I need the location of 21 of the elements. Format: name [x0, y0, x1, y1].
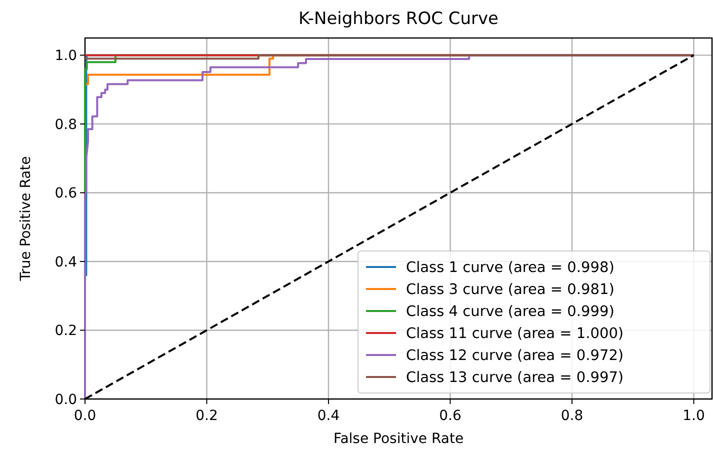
x-tick-label: 0.0 [74, 408, 96, 424]
legend-label: Class 1 curve (area = 0.998) [406, 260, 614, 276]
y-tick-label: 0.6 [54, 186, 78, 202]
y-tick-label: 0.0 [54, 392, 77, 408]
y-tick-label: 0.8 [54, 116, 77, 133]
x-tick-label: 0.4 [317, 408, 340, 424]
y-tick-label: 0.4 [54, 254, 78, 270]
y-tick-label: 1.0 [54, 48, 77, 64]
x-tick-label: 0.8 [560, 408, 584, 424]
legend-label: Class 11 curve (area = 1.000) [406, 326, 624, 342]
y-tick-label: 0.2 [54, 323, 77, 340]
x-tick-label: 1.0 [682, 408, 705, 424]
chart-title: K-Neighbors ROC Curve [298, 9, 499, 29]
legend-label: Class 13 curve (area = 0.997) [406, 370, 624, 386]
x-axis-title: False Positive Rate [333, 431, 464, 447]
legend-label: Class 4 curve (area = 0.999) [406, 304, 614, 320]
x-tick-label: 0.2 [196, 408, 218, 424]
legend-label: Class 12 curve (area = 0.972) [406, 348, 624, 364]
x-tick-label: 0.6 [439, 408, 462, 424]
legend-label: Class 3 curve (area = 0.981) [406, 282, 614, 298]
y-axis-title: True Positive Rate [18, 156, 34, 282]
